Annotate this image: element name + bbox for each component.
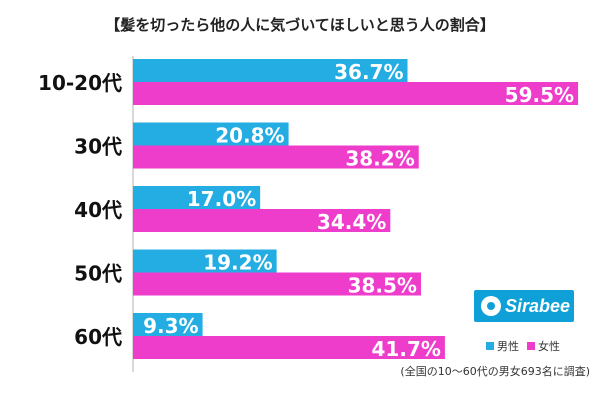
bar-female: [133, 336, 445, 359]
category-label: 50代: [74, 262, 122, 286]
legend: 男性 女性: [486, 338, 560, 354]
legend-label-female: 女性: [538, 340, 560, 353]
chart-title: 【髪を切ったら他の人に気づいてほしいと思う人の割合】: [105, 16, 495, 34]
bar-male: [133, 186, 261, 209]
bar-male: [133, 122, 289, 146]
sirabee-logo: Sirabee: [474, 290, 574, 322]
category-label: 40代: [74, 198, 122, 222]
bar-female: [133, 272, 421, 296]
data-label-male: 17.0%: [187, 187, 256, 211]
bar-male: [133, 313, 203, 336]
category-label: 30代: [74, 135, 122, 159]
bar-male: [133, 59, 408, 82]
data-label-male: 9.3%: [143, 314, 198, 338]
data-label-female: 41.7%: [372, 337, 441, 361]
legend-swatch-male: [486, 342, 494, 350]
bar-female: [133, 209, 391, 232]
data-label-male: 19.2%: [203, 251, 272, 275]
data-label-male: 20.8%: [215, 124, 284, 148]
bar-female: [133, 82, 579, 105]
legend-item-male: 男性: [486, 338, 519, 354]
legend-item-female: 女性: [527, 338, 560, 354]
bar-male: [133, 249, 277, 273]
legend-swatch-female: [527, 342, 535, 350]
footnote: (全国の10〜60代の男女693名に調査): [400, 365, 590, 378]
data-label-female: 38.2%: [345, 147, 414, 171]
sirabee-logo-icon: [481, 296, 501, 316]
category-label: 60代: [74, 325, 122, 349]
legend-label-male: 男性: [497, 340, 519, 353]
data-label-female: 34.4%: [317, 210, 386, 234]
data-label-male: 36.7%: [334, 60, 403, 84]
bar-female: [133, 145, 419, 169]
logo-text: Sirabee: [505, 295, 571, 316]
data-label-female: 59.5%: [505, 83, 574, 107]
data-label-female: 38.5%: [348, 274, 417, 298]
category-label: 10-20代: [38, 71, 122, 95]
